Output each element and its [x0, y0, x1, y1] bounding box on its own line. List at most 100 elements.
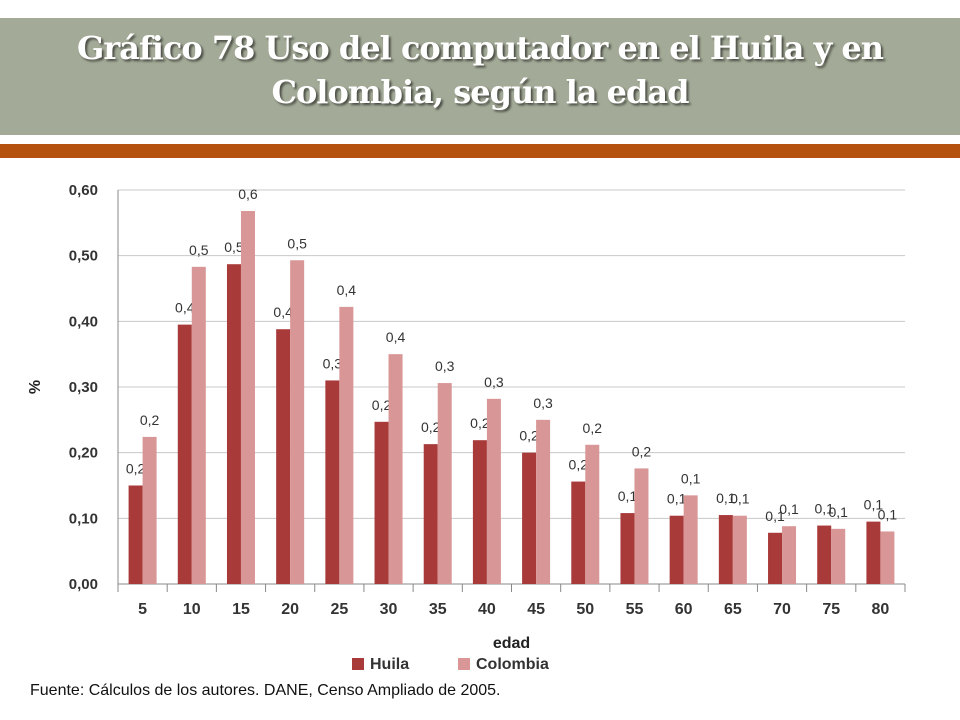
x-tick-label: 5 [138, 601, 147, 618]
data-label: 0,1 [681, 470, 701, 486]
data-label: 0,5 [189, 242, 209, 258]
bar-huila [177, 324, 192, 584]
y-tick-label: 0,50 [69, 248, 98, 265]
bar-huila [472, 440, 487, 584]
bar-huila [718, 515, 733, 584]
data-label: 0,2 [583, 420, 603, 436]
x-tick-label: 35 [429, 601, 447, 618]
data-label: 0,2 [519, 428, 539, 444]
data-label: 0,4 [175, 300, 195, 316]
data-label: 0,4 [273, 304, 293, 320]
bar-colombia [831, 528, 846, 584]
title-line-2: Colombia, según la edad [271, 73, 689, 111]
legend-swatch [458, 658, 470, 670]
bar-huila [325, 380, 340, 584]
bar-huila [669, 515, 684, 584]
y-tick-label: 0,00 [69, 576, 98, 593]
source-note: Fuente: Cálculos de los autores. DANE, C… [30, 682, 501, 699]
title-band [0, 18, 960, 138]
x-tick-label: 55 [626, 601, 644, 618]
y-tick-label: 0,20 [69, 445, 98, 462]
data-label: 0,1 [618, 488, 638, 504]
bar-colombia [388, 354, 403, 584]
x-tick-label: 10 [183, 601, 201, 618]
x-tick-label: 20 [281, 601, 299, 618]
bar-huila [817, 525, 832, 584]
data-label: 0,3 [533, 395, 553, 411]
bar-colombia [782, 526, 797, 584]
x-tick-label: 30 [380, 601, 398, 618]
bar-huila [522, 452, 537, 584]
y-tick-label: 0,10 [69, 510, 98, 527]
bar-huila [276, 329, 291, 584]
legend-label: Colombia [476, 656, 549, 673]
x-tick-label: 60 [675, 601, 693, 618]
data-label: 0,1 [878, 506, 898, 522]
y-tick-label: 0,30 [69, 379, 98, 396]
bar-colombia [339, 306, 354, 584]
legend-swatch [352, 658, 364, 670]
bar-huila [423, 444, 438, 584]
bar-huila [374, 421, 389, 584]
data-label: 0,6 [238, 186, 258, 202]
y-tick-label: 0,40 [69, 313, 98, 330]
data-label: 0,4 [386, 329, 406, 345]
page-title: Gráfico 78 Uso del computador en el Huil… [0, 26, 960, 114]
bar-colombia [634, 468, 649, 584]
data-label: 0,3 [323, 355, 343, 371]
x-tick-label: 45 [527, 601, 545, 618]
x-tick-label: 15 [232, 601, 250, 618]
data-label: 0,5 [287, 235, 307, 251]
x-tick-label: 25 [330, 601, 348, 618]
data-label: 0,1 [779, 501, 799, 517]
data-label: 0,2 [372, 397, 392, 413]
bar-huila [866, 521, 881, 584]
bar-colombia [585, 444, 600, 584]
bar-colombia [290, 260, 305, 584]
data-label: 0,3 [435, 358, 455, 374]
bar-huila [571, 481, 586, 584]
x-tick-label: 80 [872, 601, 890, 618]
bar-colombia [191, 266, 206, 584]
x-axis-title: edad [493, 635, 530, 652]
data-label: 0,2 [632, 443, 652, 459]
data-label: 0,2 [569, 457, 589, 473]
data-label: 0,1 [716, 490, 736, 506]
x-tick-label: 75 [822, 601, 840, 618]
bar-huila [768, 532, 783, 584]
data-label: 0,2 [126, 461, 146, 477]
legend-label: Huila [370, 656, 409, 673]
bar-colombia [240, 211, 255, 584]
data-label: 0,1 [828, 504, 848, 520]
x-tick-label: 50 [576, 601, 594, 618]
data-label: 0,4 [337, 282, 357, 298]
bar-colombia [437, 383, 452, 584]
bar-colombia [683, 495, 698, 584]
bar-huila [226, 264, 241, 584]
data-label: 0,2 [421, 419, 441, 435]
bar-colombia [142, 436, 157, 584]
bar-chart: 0,00 0,10 0,20 0,30 0,40 0,50 0,60 0,2 0,2 5 0,4 0,… [27, 182, 906, 673]
data-label: 0,1 [814, 501, 834, 517]
bar-colombia [880, 531, 895, 584]
y-axis-title: % [27, 380, 44, 394]
x-tick-label: 40 [478, 601, 496, 618]
x-tick-label: 65 [724, 601, 742, 618]
bar-huila [128, 485, 143, 584]
data-label: 0,5 [224, 239, 244, 255]
data-label: 0,1 [730, 491, 750, 507]
data-label: 0,1 [864, 497, 884, 513]
accent-bar [0, 144, 960, 158]
bar-huila [620, 513, 635, 584]
data-label: 0,2 [140, 412, 160, 428]
y-tick-label: 0,60 [69, 182, 98, 199]
bar-colombia [536, 419, 551, 584]
data-label: 0,3 [484, 374, 504, 390]
data-label: 0,2 [470, 415, 490, 431]
bar-colombia [486, 398, 501, 584]
bar-colombia [732, 515, 747, 584]
x-tick-label: 70 [773, 601, 791, 618]
title-line-1: Gráfico 78 Uso del computador en el Huil… [77, 29, 884, 67]
data-label: 0,1 [765, 508, 785, 524]
data-label: 0,1 [667, 491, 687, 507]
